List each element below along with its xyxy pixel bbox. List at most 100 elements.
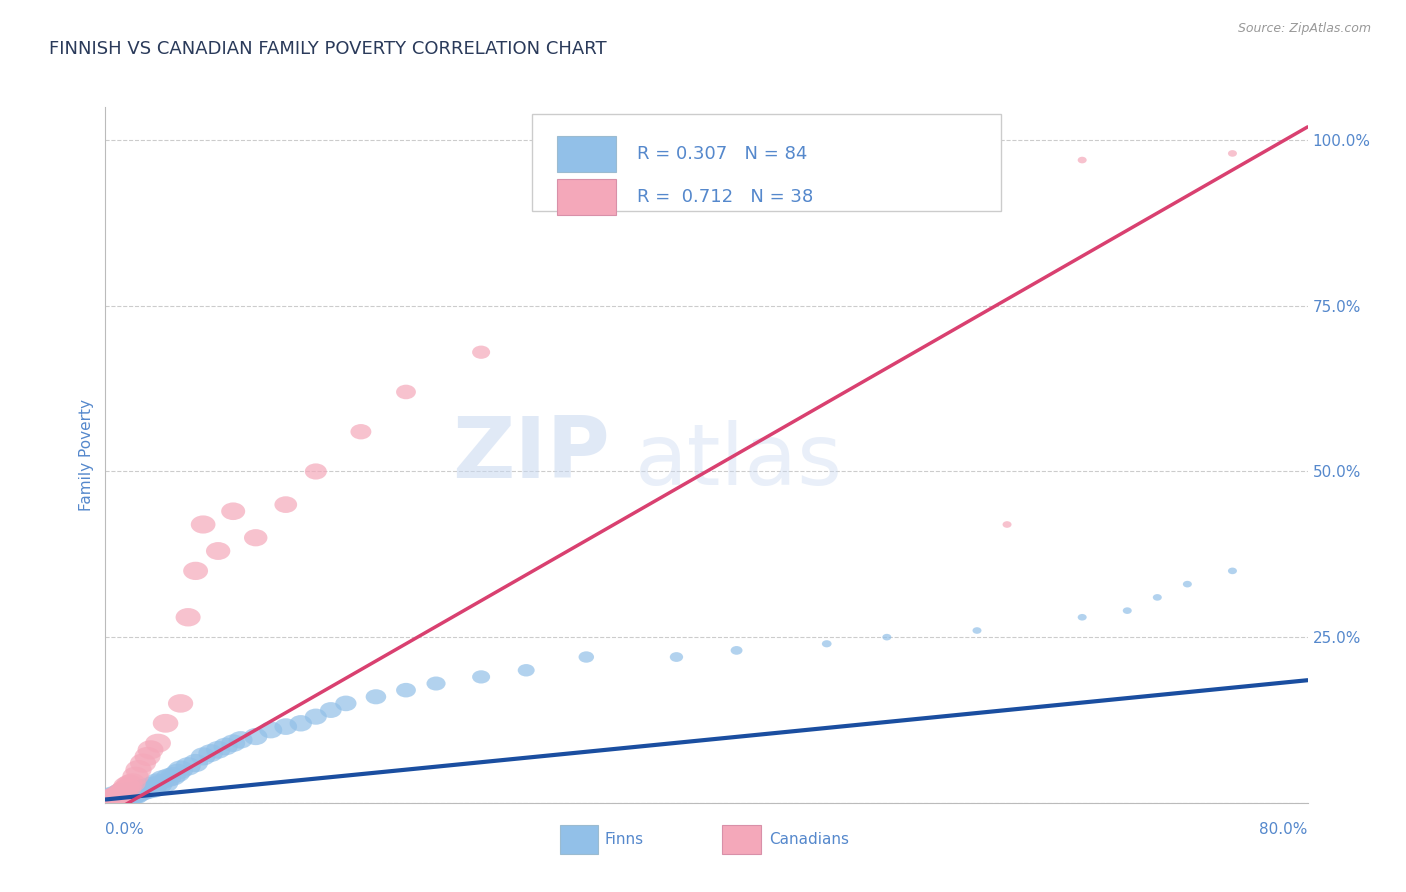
Ellipse shape bbox=[100, 788, 127, 807]
Text: atlas: atlas bbox=[634, 420, 842, 503]
Ellipse shape bbox=[426, 676, 446, 690]
Ellipse shape bbox=[578, 651, 595, 663]
Ellipse shape bbox=[118, 783, 145, 803]
Ellipse shape bbox=[125, 760, 152, 780]
Ellipse shape bbox=[350, 424, 371, 440]
Ellipse shape bbox=[97, 789, 124, 809]
Ellipse shape bbox=[132, 779, 157, 797]
Ellipse shape bbox=[125, 783, 152, 803]
Ellipse shape bbox=[115, 782, 141, 802]
Y-axis label: Family Poverty: Family Poverty bbox=[79, 399, 94, 511]
Ellipse shape bbox=[103, 789, 129, 809]
Ellipse shape bbox=[100, 789, 127, 808]
Ellipse shape bbox=[1002, 521, 1011, 528]
Ellipse shape bbox=[245, 728, 267, 745]
Ellipse shape bbox=[117, 785, 143, 805]
Ellipse shape bbox=[101, 788, 128, 807]
Ellipse shape bbox=[122, 766, 149, 786]
FancyBboxPatch shape bbox=[557, 179, 616, 215]
Ellipse shape bbox=[149, 770, 176, 789]
FancyBboxPatch shape bbox=[533, 114, 1001, 211]
Ellipse shape bbox=[108, 788, 135, 807]
Ellipse shape bbox=[1123, 607, 1132, 614]
Ellipse shape bbox=[167, 760, 193, 779]
Ellipse shape bbox=[103, 790, 129, 810]
Ellipse shape bbox=[117, 774, 143, 794]
FancyBboxPatch shape bbox=[560, 825, 599, 855]
Ellipse shape bbox=[205, 741, 231, 759]
Ellipse shape bbox=[1227, 150, 1237, 157]
Text: ZIP: ZIP bbox=[453, 413, 610, 497]
Ellipse shape bbox=[146, 775, 173, 794]
Ellipse shape bbox=[107, 783, 134, 803]
Ellipse shape bbox=[129, 754, 156, 772]
FancyBboxPatch shape bbox=[557, 136, 616, 172]
Ellipse shape bbox=[98, 790, 125, 810]
Ellipse shape bbox=[305, 464, 326, 480]
Ellipse shape bbox=[669, 652, 683, 662]
Ellipse shape bbox=[1182, 581, 1192, 588]
Ellipse shape bbox=[183, 562, 208, 580]
Ellipse shape bbox=[120, 773, 146, 793]
Text: 0.0%: 0.0% bbox=[105, 822, 145, 837]
Ellipse shape bbox=[105, 788, 132, 807]
Ellipse shape bbox=[115, 779, 141, 798]
Text: 80.0%: 80.0% bbox=[1260, 822, 1308, 837]
Ellipse shape bbox=[165, 764, 190, 782]
Ellipse shape bbox=[274, 496, 297, 513]
Ellipse shape bbox=[259, 722, 283, 739]
Ellipse shape bbox=[823, 640, 831, 648]
Ellipse shape bbox=[221, 502, 245, 520]
Ellipse shape bbox=[104, 789, 131, 809]
Ellipse shape bbox=[366, 690, 387, 705]
Ellipse shape bbox=[98, 789, 125, 809]
Ellipse shape bbox=[176, 757, 201, 775]
Ellipse shape bbox=[153, 773, 179, 792]
Ellipse shape bbox=[124, 781, 150, 800]
FancyBboxPatch shape bbox=[723, 825, 761, 855]
Ellipse shape bbox=[135, 747, 160, 766]
Ellipse shape bbox=[104, 789, 131, 808]
Text: Source: ZipAtlas.com: Source: ZipAtlas.com bbox=[1237, 22, 1371, 36]
Ellipse shape bbox=[517, 664, 534, 676]
Ellipse shape bbox=[472, 345, 491, 359]
Ellipse shape bbox=[96, 791, 122, 811]
Ellipse shape bbox=[183, 754, 208, 772]
Ellipse shape bbox=[396, 683, 416, 698]
Ellipse shape bbox=[96, 791, 122, 811]
Ellipse shape bbox=[129, 781, 156, 800]
Ellipse shape bbox=[111, 784, 138, 804]
Ellipse shape bbox=[138, 740, 163, 759]
Ellipse shape bbox=[111, 780, 138, 799]
Ellipse shape bbox=[221, 734, 245, 752]
Ellipse shape bbox=[104, 787, 131, 806]
Ellipse shape bbox=[145, 734, 172, 753]
Ellipse shape bbox=[105, 785, 132, 805]
Ellipse shape bbox=[290, 715, 312, 731]
Ellipse shape bbox=[160, 767, 186, 786]
Ellipse shape bbox=[114, 776, 139, 796]
Ellipse shape bbox=[111, 787, 138, 806]
Text: FINNISH VS CANADIAN FAMILY POVERTY CORRELATION CHART: FINNISH VS CANADIAN FAMILY POVERTY CORRE… bbox=[49, 40, 607, 58]
Ellipse shape bbox=[245, 529, 267, 547]
Ellipse shape bbox=[167, 694, 193, 713]
Ellipse shape bbox=[107, 787, 134, 806]
Ellipse shape bbox=[101, 789, 128, 809]
Ellipse shape bbox=[472, 670, 491, 683]
Ellipse shape bbox=[191, 747, 215, 765]
Ellipse shape bbox=[103, 787, 129, 806]
Ellipse shape bbox=[114, 787, 139, 806]
Ellipse shape bbox=[100, 791, 127, 811]
Ellipse shape bbox=[205, 542, 231, 560]
Ellipse shape bbox=[396, 384, 416, 400]
Text: Finns: Finns bbox=[605, 832, 644, 847]
Ellipse shape bbox=[122, 785, 149, 805]
Ellipse shape bbox=[104, 787, 131, 806]
Ellipse shape bbox=[107, 789, 134, 809]
Text: Canadians: Canadians bbox=[769, 832, 849, 847]
Text: R = 0.307   N = 84: R = 0.307 N = 84 bbox=[637, 145, 807, 162]
Ellipse shape bbox=[214, 738, 238, 756]
Ellipse shape bbox=[305, 708, 326, 724]
Ellipse shape bbox=[883, 634, 891, 640]
Ellipse shape bbox=[98, 789, 125, 809]
